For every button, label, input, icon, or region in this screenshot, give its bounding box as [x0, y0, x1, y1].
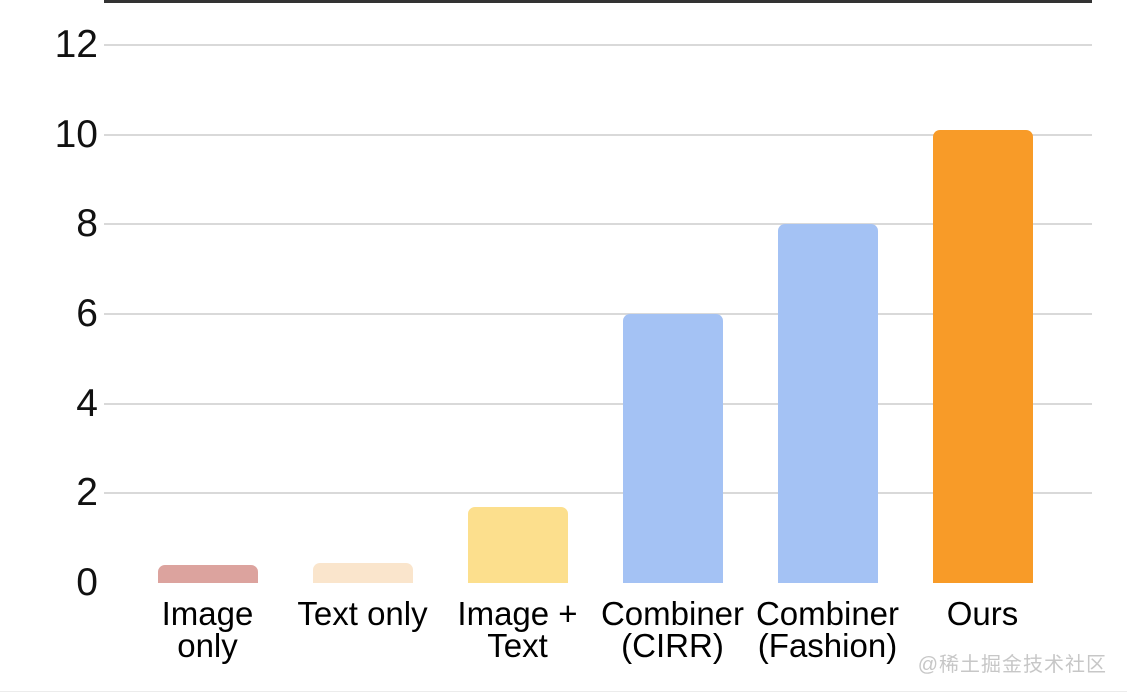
y-tick-label-12: 12 [54, 23, 98, 66]
x-label-combiner-cirr: Combiner (CIRR) [595, 595, 750, 664]
x-label-line: (CIRR) [621, 627, 724, 664]
y-tick-label-0: 0 [76, 561, 98, 604]
x-label-line: Text [487, 627, 548, 664]
bottom-divider-line [0, 691, 1127, 692]
x-label-line: Combiner [755, 595, 900, 632]
x-label-line: Combiner [600, 595, 745, 632]
x-label-line: Image + [457, 595, 578, 632]
y-tick-label-6: 6 [76, 292, 98, 335]
x-label-ours: Ours [905, 595, 1060, 632]
y-tick-label-2: 2 [76, 471, 98, 515]
watermark: @稀土掘金技术社区 [917, 654, 1107, 676]
x-label-line: only [177, 627, 238, 664]
x-label-line: Image [161, 595, 254, 632]
gridline-y-8 [104, 223, 1092, 226]
gridline-y-2 [104, 492, 1092, 495]
bar-combiner-cirr [622, 314, 723, 583]
gridline-y-12 [104, 44, 1092, 46]
y-tick-label-4: 4 [76, 381, 98, 425]
x-label-text-only: Text only [285, 595, 440, 632]
gridline-y-6 [104, 313, 1092, 315]
bar-ours [932, 130, 1033, 583]
gridline-y-10 [104, 133, 1092, 136]
x-label-line: Text only [297, 595, 428, 632]
x-label-image-text: Image + Text [440, 595, 595, 664]
x-axis-line [104, 0, 1092, 3]
y-tick-label-10: 10 [54, 112, 98, 156]
gridline-y-4 [104, 402, 1092, 405]
bar-image-only [157, 565, 258, 583]
bar-image-text [467, 507, 568, 583]
x-label-combiner-fashion: Combiner (Fashion) [750, 595, 905, 664]
x-label-line: Ours [946, 595, 1019, 632]
y-tick-label-8: 8 [76, 202, 98, 246]
bar-text-only [312, 563, 413, 583]
bar-combiner-fashion [777, 224, 878, 583]
x-label-image-only: Image only [130, 595, 285, 664]
x-label-line: (Fashion) [757, 627, 898, 664]
